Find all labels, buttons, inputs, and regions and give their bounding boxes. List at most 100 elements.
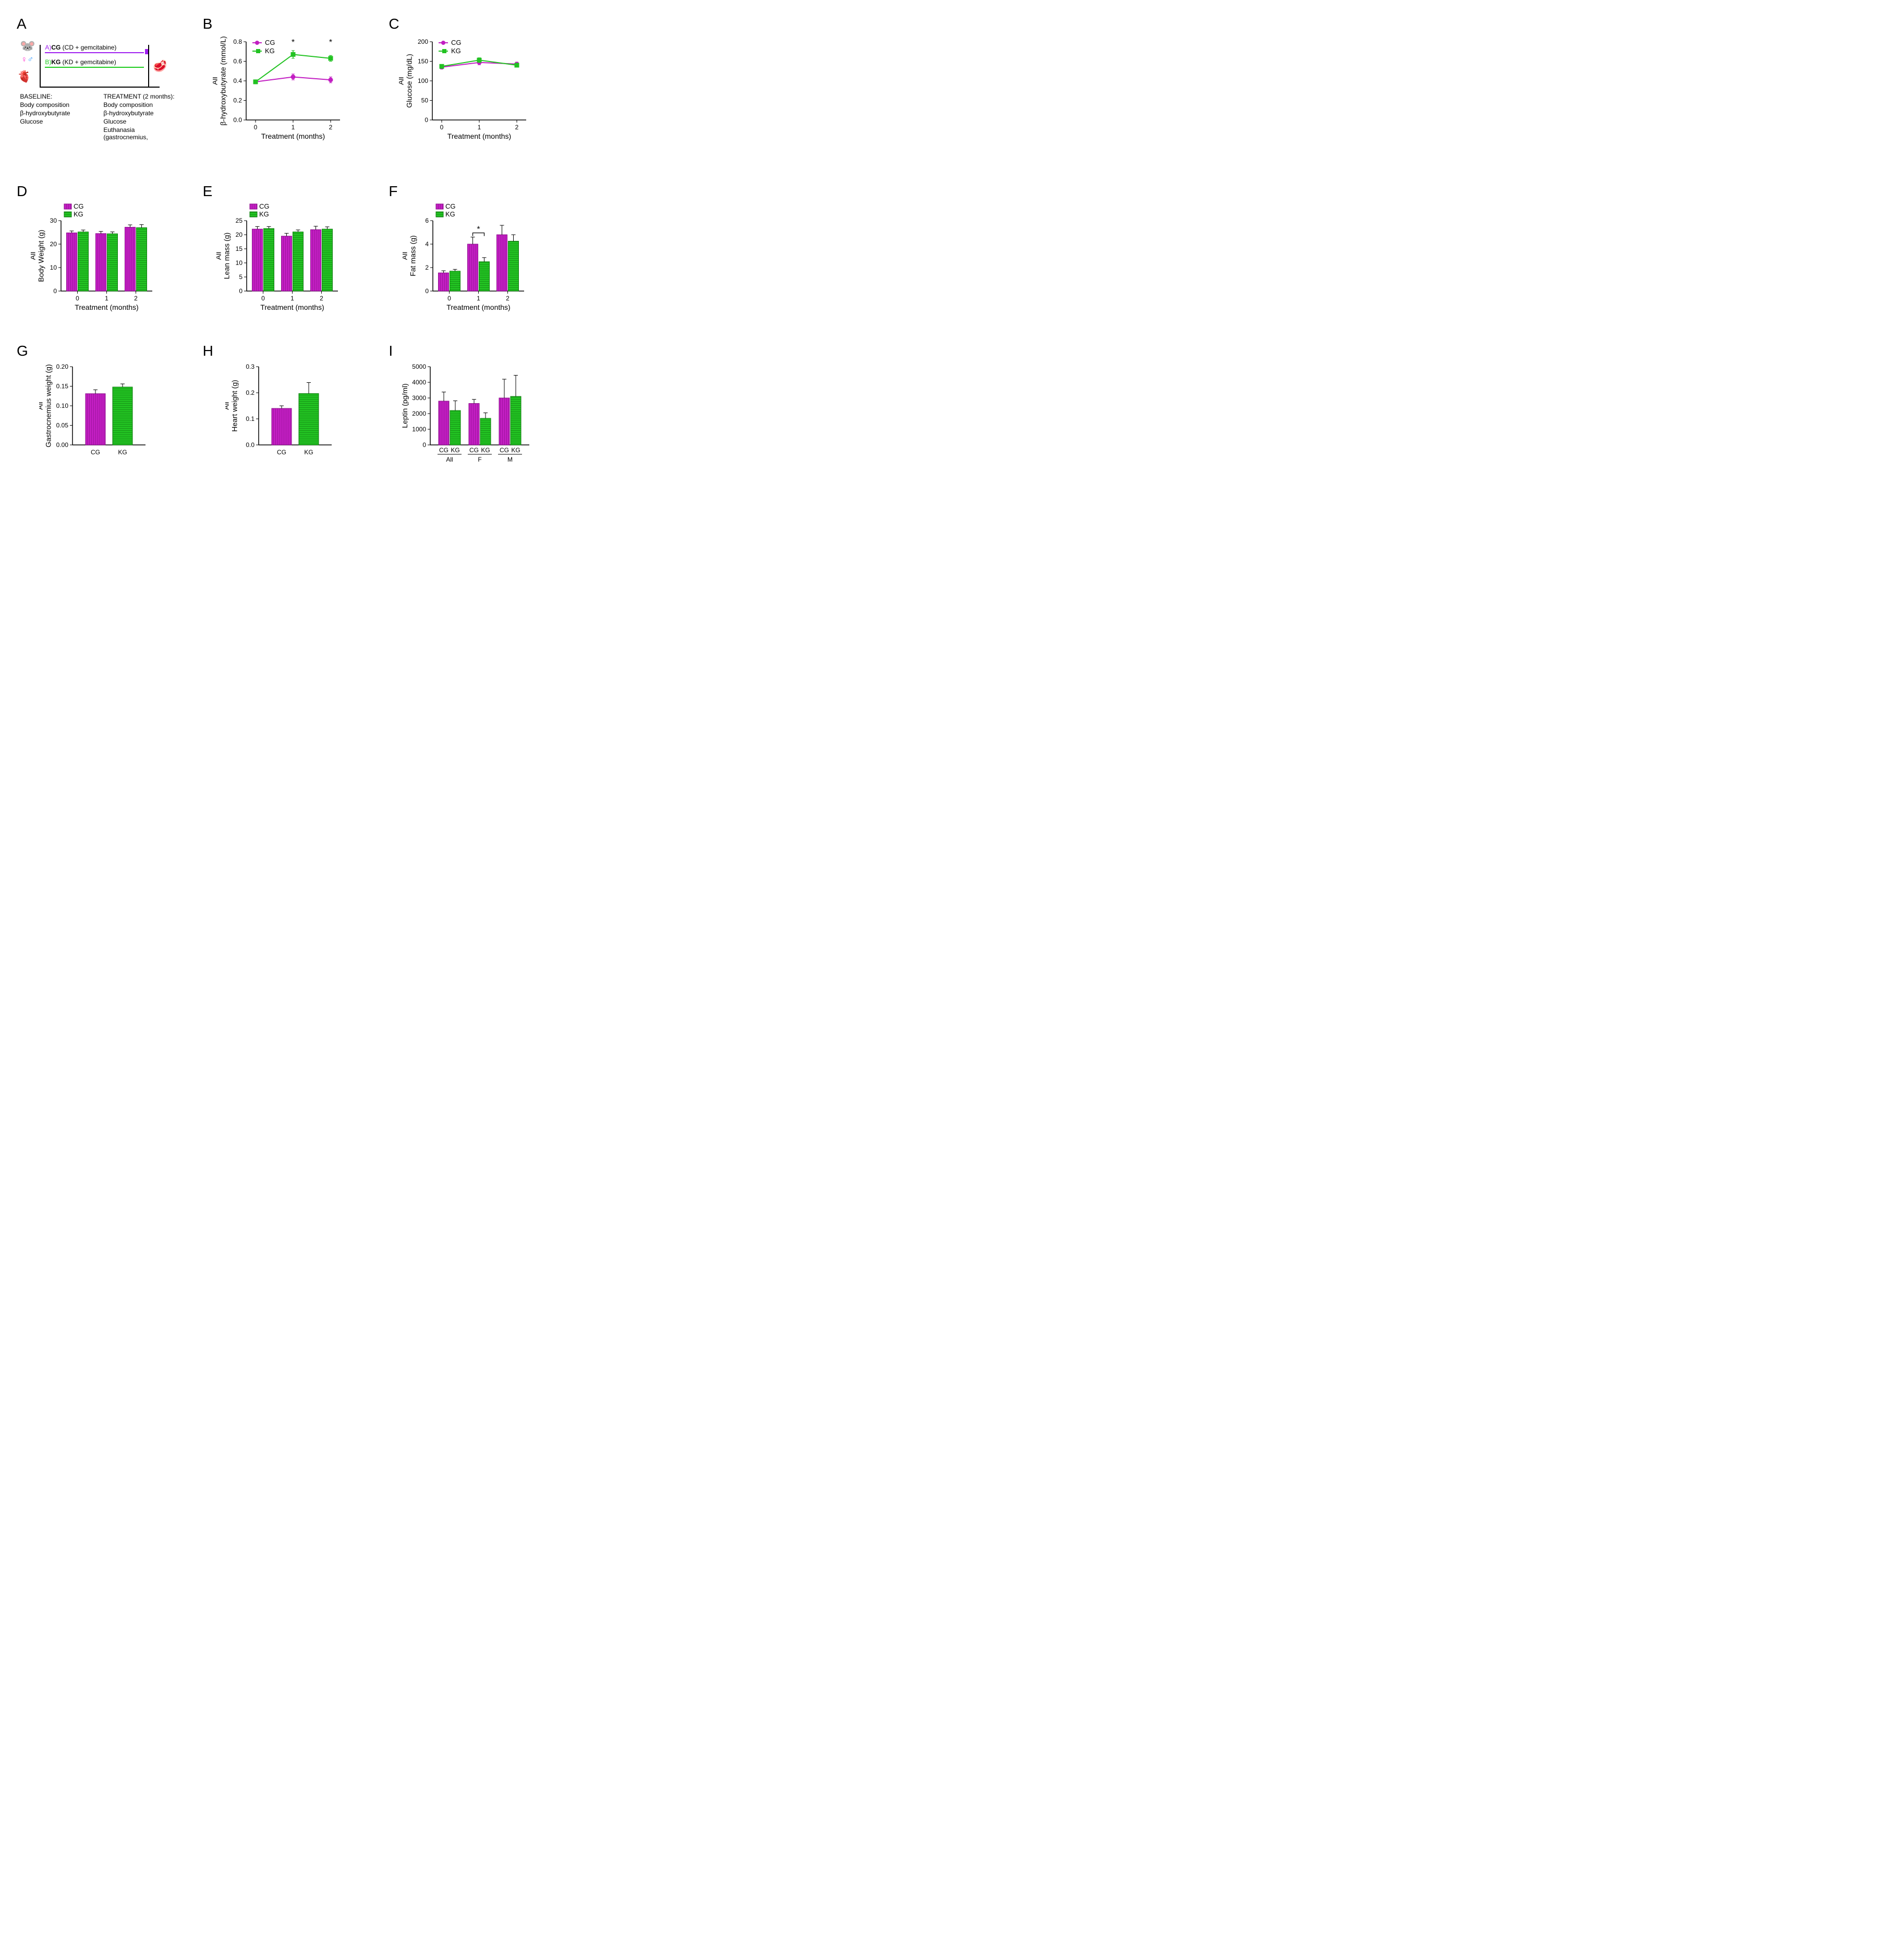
panel-a-label: A bbox=[16, 16, 176, 32]
panel-i: I 010002000300040005000CGKGAllCGKGFCGKGM… bbox=[387, 343, 548, 470]
svg-text:0: 0 bbox=[440, 124, 443, 131]
svg-text:0.15: 0.15 bbox=[56, 383, 69, 390]
chart-g-bar: 0.000.050.100.150.20CGKGAllGastrocnemius… bbox=[39, 361, 152, 461]
svg-text:20: 20 bbox=[236, 231, 243, 238]
svg-text:10: 10 bbox=[236, 259, 243, 267]
chart-b-line: 0.00.20.40.60.8012Allβ-hydroxybutyrate (… bbox=[213, 34, 350, 142]
svg-text:1: 1 bbox=[292, 124, 295, 131]
svg-text:150: 150 bbox=[418, 58, 428, 65]
svg-text:0.00: 0.00 bbox=[56, 441, 69, 449]
svg-text:0.4: 0.4 bbox=[233, 77, 242, 84]
schematic-diagram: 🐭 ♀♂ 🫀 A)CG (CD + gemcitabine) B)KG (KD … bbox=[20, 34, 171, 154]
panel-h: H 0.00.10.20.3CGKGAllHeart weight (g) bbox=[202, 343, 362, 470]
panel-b-label: B bbox=[202, 16, 362, 32]
svg-text:KG: KG bbox=[118, 449, 127, 456]
svg-text:0.20: 0.20 bbox=[56, 363, 69, 370]
figure-grid: A 🐭 ♀♂ 🫀 A)CG (CD + gemcitabine) B)KG (K… bbox=[16, 16, 548, 470]
svg-text:10: 10 bbox=[50, 264, 57, 271]
panel-d-label: D bbox=[16, 183, 176, 200]
schematic-axis-right bbox=[148, 45, 149, 88]
svg-text:0: 0 bbox=[53, 287, 57, 295]
svg-text:CG: CG bbox=[91, 449, 100, 456]
panel-a: A 🐭 ♀♂ 🫀 A)CG (CD + gemcitabine) B)KG (K… bbox=[16, 16, 176, 154]
svg-text:Treatment (months): Treatment (months) bbox=[261, 132, 325, 140]
svg-text:0.1: 0.1 bbox=[246, 415, 254, 422]
svg-text:50: 50 bbox=[421, 97, 428, 104]
svg-text:0.8: 0.8 bbox=[233, 38, 242, 45]
svg-text:Allβ-hydroxybutyrate (mmol/L): Allβ-hydroxybutyrate (mmol/L) bbox=[213, 36, 227, 125]
svg-text:1: 1 bbox=[477, 295, 480, 302]
pancreas-icon: 🫀 bbox=[17, 70, 31, 83]
svg-text:CG: CG bbox=[469, 446, 479, 454]
svg-text:CG: CG bbox=[277, 449, 286, 456]
svg-text:CG: CG bbox=[265, 39, 275, 46]
svg-text:1: 1 bbox=[477, 124, 481, 131]
treatment-text-block: TREATMENT (2 months): Body composition β… bbox=[103, 93, 179, 141]
svg-text:0: 0 bbox=[262, 295, 265, 302]
svg-text:Treatment (months): Treatment (months) bbox=[447, 132, 511, 140]
svg-text:5000: 5000 bbox=[412, 363, 426, 370]
svg-text:2: 2 bbox=[515, 124, 518, 131]
svg-text:1000: 1000 bbox=[412, 426, 426, 433]
schematic-tick bbox=[145, 49, 148, 54]
svg-text:15: 15 bbox=[236, 245, 243, 252]
svg-text:0: 0 bbox=[254, 124, 258, 131]
svg-text:AllBody Weight (g): AllBody Weight (g) bbox=[31, 229, 45, 282]
svg-text:0.6: 0.6 bbox=[233, 58, 242, 65]
svg-text:KG: KG bbox=[481, 446, 490, 454]
svg-text:2: 2 bbox=[506, 295, 510, 302]
svg-text:KG: KG bbox=[451, 47, 461, 55]
schematic-label-b: B)KG (KD + gemcitabine) bbox=[45, 58, 116, 66]
schematic-axis-left bbox=[40, 45, 41, 88]
svg-text:Treatment (months): Treatment (months) bbox=[261, 303, 324, 311]
svg-text:Treatment (months): Treatment (months) bbox=[75, 303, 138, 311]
svg-text:4: 4 bbox=[425, 240, 429, 248]
schematic-line-b bbox=[45, 67, 144, 68]
svg-text:AllGastrocnemius weight (g): AllGastrocnemius weight (g) bbox=[39, 364, 52, 448]
svg-text:CG: CG bbox=[445, 202, 456, 210]
panel-g-label: G bbox=[16, 343, 176, 359]
svg-text:AllFat mass (g): AllFat mass (g) bbox=[403, 235, 417, 276]
svg-text:0: 0 bbox=[239, 287, 243, 295]
svg-text:0: 0 bbox=[422, 441, 426, 449]
panel-c-label: C bbox=[387, 16, 548, 32]
svg-text:0: 0 bbox=[447, 295, 451, 302]
svg-text:0.3: 0.3 bbox=[246, 363, 254, 370]
svg-text:CG: CG bbox=[259, 202, 270, 210]
svg-text:25: 25 bbox=[236, 217, 243, 224]
svg-text:M: M bbox=[507, 456, 513, 463]
panel-f-label: F bbox=[387, 183, 548, 200]
svg-text:20: 20 bbox=[50, 240, 57, 248]
panel-a-body: 🐭 ♀♂ 🫀 A)CG (CD + gemcitabine) B)KG (KD … bbox=[16, 34, 176, 154]
svg-text:0.2: 0.2 bbox=[246, 389, 254, 396]
svg-text:CG: CG bbox=[74, 202, 84, 210]
panel-d: D 0102030012AllBody Weight (g)Treatment … bbox=[16, 183, 176, 314]
svg-text:1: 1 bbox=[291, 295, 295, 302]
panel-h-label: H bbox=[202, 343, 362, 359]
panel-g: G 0.000.050.100.150.20CGKGAllGastrocnemi… bbox=[16, 343, 176, 470]
muscle-icon: 🥩 bbox=[153, 59, 167, 73]
svg-text:KG: KG bbox=[265, 47, 275, 55]
svg-text:0.2: 0.2 bbox=[233, 97, 242, 104]
svg-text:0.0: 0.0 bbox=[246, 441, 254, 449]
svg-text:2000: 2000 bbox=[412, 410, 426, 417]
chart-i-bar: 010002000300040005000CGKGAllCGKGFCGKGMLe… bbox=[400, 361, 536, 470]
svg-text:100: 100 bbox=[418, 77, 428, 84]
mouse-icon: 🐭 bbox=[20, 39, 35, 54]
svg-text:KG: KG bbox=[259, 210, 269, 218]
svg-text:5: 5 bbox=[239, 273, 243, 281]
svg-text:0: 0 bbox=[76, 295, 79, 302]
svg-text:3000: 3000 bbox=[412, 394, 426, 402]
svg-text:*: * bbox=[292, 38, 295, 47]
svg-text:KG: KG bbox=[445, 210, 455, 218]
chart-f-bar: 0246012*AllFat mass (g)Treatment (months… bbox=[403, 202, 532, 314]
svg-text:4000: 4000 bbox=[412, 379, 426, 386]
svg-text:6: 6 bbox=[425, 217, 429, 224]
schematic-line-a bbox=[45, 52, 144, 53]
svg-text:2: 2 bbox=[320, 295, 324, 302]
schematic-label-a: A)CG (CD + gemcitabine) bbox=[45, 44, 116, 51]
svg-text:CG: CG bbox=[439, 446, 448, 454]
svg-text:AllLean mass (g): AllLean mass (g) bbox=[216, 233, 231, 279]
panel-c: C 050100150200012AllGlucose (mg/dL)Treat… bbox=[387, 16, 548, 154]
svg-text:All: All bbox=[446, 456, 453, 463]
